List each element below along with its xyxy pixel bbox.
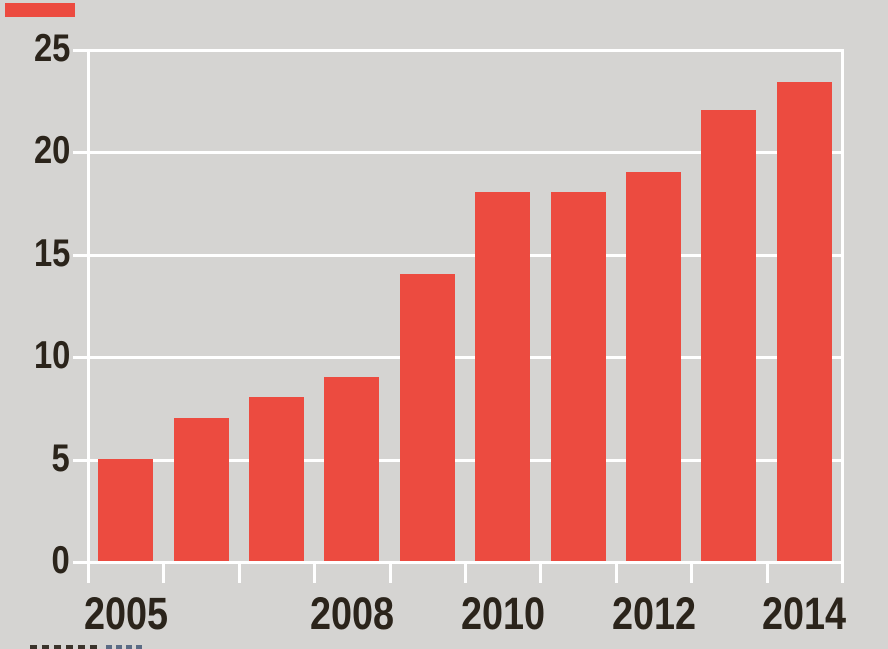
bar-2010 <box>475 192 531 561</box>
bar-2014 <box>776 81 832 561</box>
x-tick-mark <box>539 562 543 583</box>
x-tick-label: 2012 <box>611 588 696 639</box>
y-tick-label: 15 <box>33 231 70 275</box>
x-tick-mark <box>388 562 392 583</box>
bar-2013 <box>701 110 757 561</box>
x-tick-label: 2005 <box>83 588 168 639</box>
x-tick-mark <box>765 562 769 583</box>
x-tick-mark <box>237 562 241 583</box>
x-tick-mark <box>464 562 467 583</box>
y-tick-label: 10 <box>33 334 70 378</box>
x-tick-mark <box>690 562 694 583</box>
brand-red-tab <box>5 3 75 17</box>
y-tick-label: 5 <box>51 436 70 480</box>
x-axis-line <box>73 561 844 564</box>
y-tick-label: 0 <box>51 538 70 582</box>
bar-2007 <box>249 397 304 561</box>
y-gridline <box>73 151 844 155</box>
x-tick-label: 2010 <box>460 588 545 639</box>
source-text-sliver <box>30 645 102 649</box>
bar-2008 <box>324 376 380 561</box>
bar-2012 <box>626 171 681 561</box>
source-link-sliver <box>106 645 142 649</box>
x-tick-label: 2014 <box>762 588 847 639</box>
y-gridline <box>73 49 844 52</box>
y-gridline <box>73 253 844 257</box>
y-tick-label: 20 <box>33 129 70 173</box>
x-tick-mark <box>87 562 90 583</box>
bar-2011 <box>550 192 606 561</box>
x-tick-mark <box>313 562 317 583</box>
x-tick-mark <box>841 562 844 583</box>
y-gridline <box>73 458 844 462</box>
bar-2005 <box>98 458 154 561</box>
y-gridline <box>73 356 844 360</box>
y-axis-line <box>87 50 90 583</box>
x-tick-mark <box>614 562 618 583</box>
y-tick-label: 25 <box>33 26 70 70</box>
bar-2006 <box>173 417 229 561</box>
bar-2009 <box>399 274 455 561</box>
x-tick-label: 2008 <box>309 588 394 639</box>
plot-right-border <box>841 50 844 583</box>
x-tick-mark <box>162 562 166 583</box>
